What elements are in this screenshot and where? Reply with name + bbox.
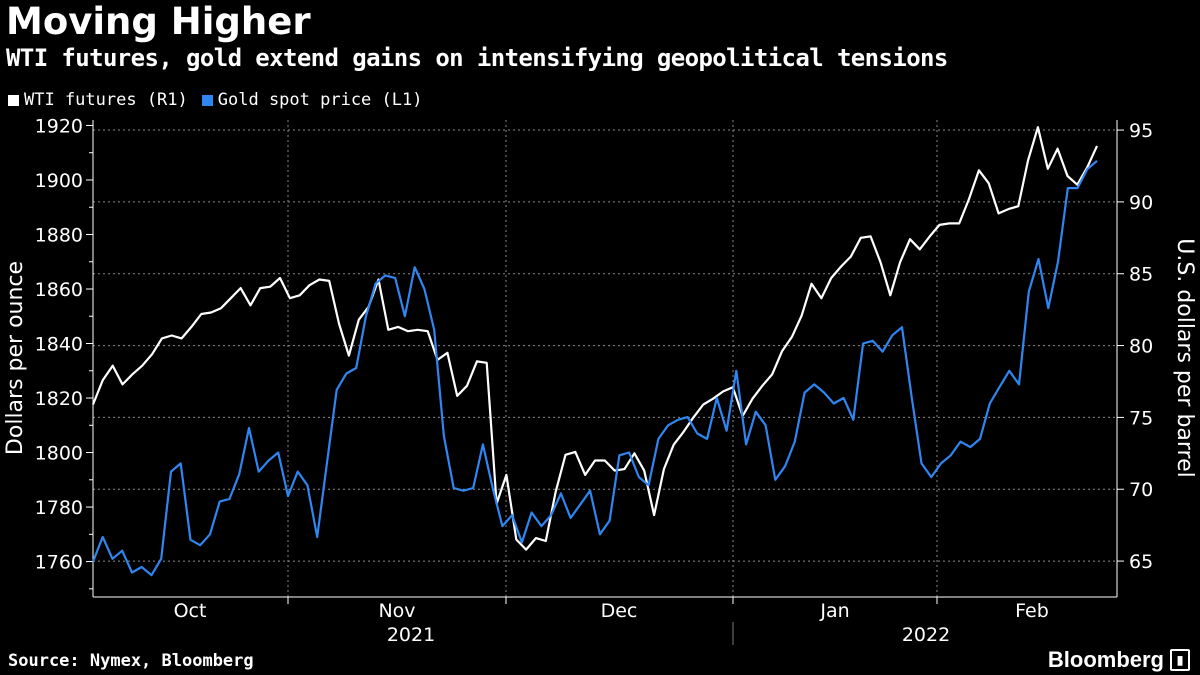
bloomberg-mark-icon: ▮ bbox=[1170, 649, 1190, 671]
y-left-tick-label: 1880 bbox=[35, 224, 83, 246]
x-month-label: Nov bbox=[378, 600, 415, 622]
y-left-tick-label: 1820 bbox=[35, 388, 83, 410]
y-left-tick-label: 1780 bbox=[35, 497, 83, 519]
chart-title: Moving Higher bbox=[6, 0, 311, 43]
y-left-tick-label: 1800 bbox=[35, 443, 83, 465]
y-right-tick-label: 90 bbox=[1129, 192, 1153, 214]
y-right-tick-label: 85 bbox=[1129, 264, 1153, 286]
y-left-tick-label: 1760 bbox=[35, 552, 83, 574]
y-right-tick-label: 95 bbox=[1129, 120, 1153, 142]
wti-futures-line bbox=[91, 126, 1099, 551]
brand-name: Bloomberg bbox=[1047, 647, 1164, 672]
y-left-axis-label: Dollars per ounce bbox=[3, 261, 28, 455]
x-month-label: Jan bbox=[819, 600, 849, 622]
chart-subtitle: WTI futures, gold extend gains on intens… bbox=[6, 44, 948, 72]
bloomberg-logo: Bloomberg ▮ bbox=[1048, 647, 1190, 673]
legend-label-gold: Gold spot price (L1) bbox=[217, 90, 423, 110]
x-month-label: Oct bbox=[174, 600, 207, 622]
y-left-tick-label: 1860 bbox=[35, 279, 83, 301]
y-left-tick-label: 1920 bbox=[35, 115, 83, 137]
x-month-label: Dec bbox=[601, 600, 638, 622]
y-left-tick-label: 1840 bbox=[35, 334, 83, 356]
y-right-tick-label: 65 bbox=[1129, 551, 1153, 573]
legend-swatch-gold bbox=[201, 94, 213, 106]
x-month-label: Feb bbox=[1015, 600, 1049, 622]
x-year-label: 2022 bbox=[902, 624, 950, 646]
axes: 1760 1780 1800 1820 1840 1860 1880 1900 1920 65 70… bbox=[35, 115, 1154, 646]
y-right-tick-label: 70 bbox=[1129, 479, 1153, 501]
gold-spot-line bbox=[91, 160, 1098, 577]
y-right-tick-label: 75 bbox=[1129, 407, 1153, 429]
y-left-tick-label: 1900 bbox=[35, 170, 83, 192]
series-lines bbox=[91, 126, 1099, 577]
legend-item-gold: Gold spot price (L1) bbox=[201, 90, 423, 110]
source-note: Source: Nymex, Bloomberg bbox=[8, 651, 254, 671]
legend-label-wti: WTI futures (R1) bbox=[24, 90, 188, 110]
legend: WTI futures (R1) Gold spot price (L1) bbox=[8, 90, 422, 110]
gridlines bbox=[93, 120, 1117, 597]
x-year-label: 2021 bbox=[387, 624, 435, 646]
y-right-axis-label: U.S. dollars per barrel bbox=[1172, 238, 1197, 478]
legend-item-wti: WTI futures (R1) bbox=[8, 90, 188, 110]
legend-swatch-wti bbox=[8, 94, 19, 106]
y-right-tick-label: 80 bbox=[1129, 336, 1153, 358]
